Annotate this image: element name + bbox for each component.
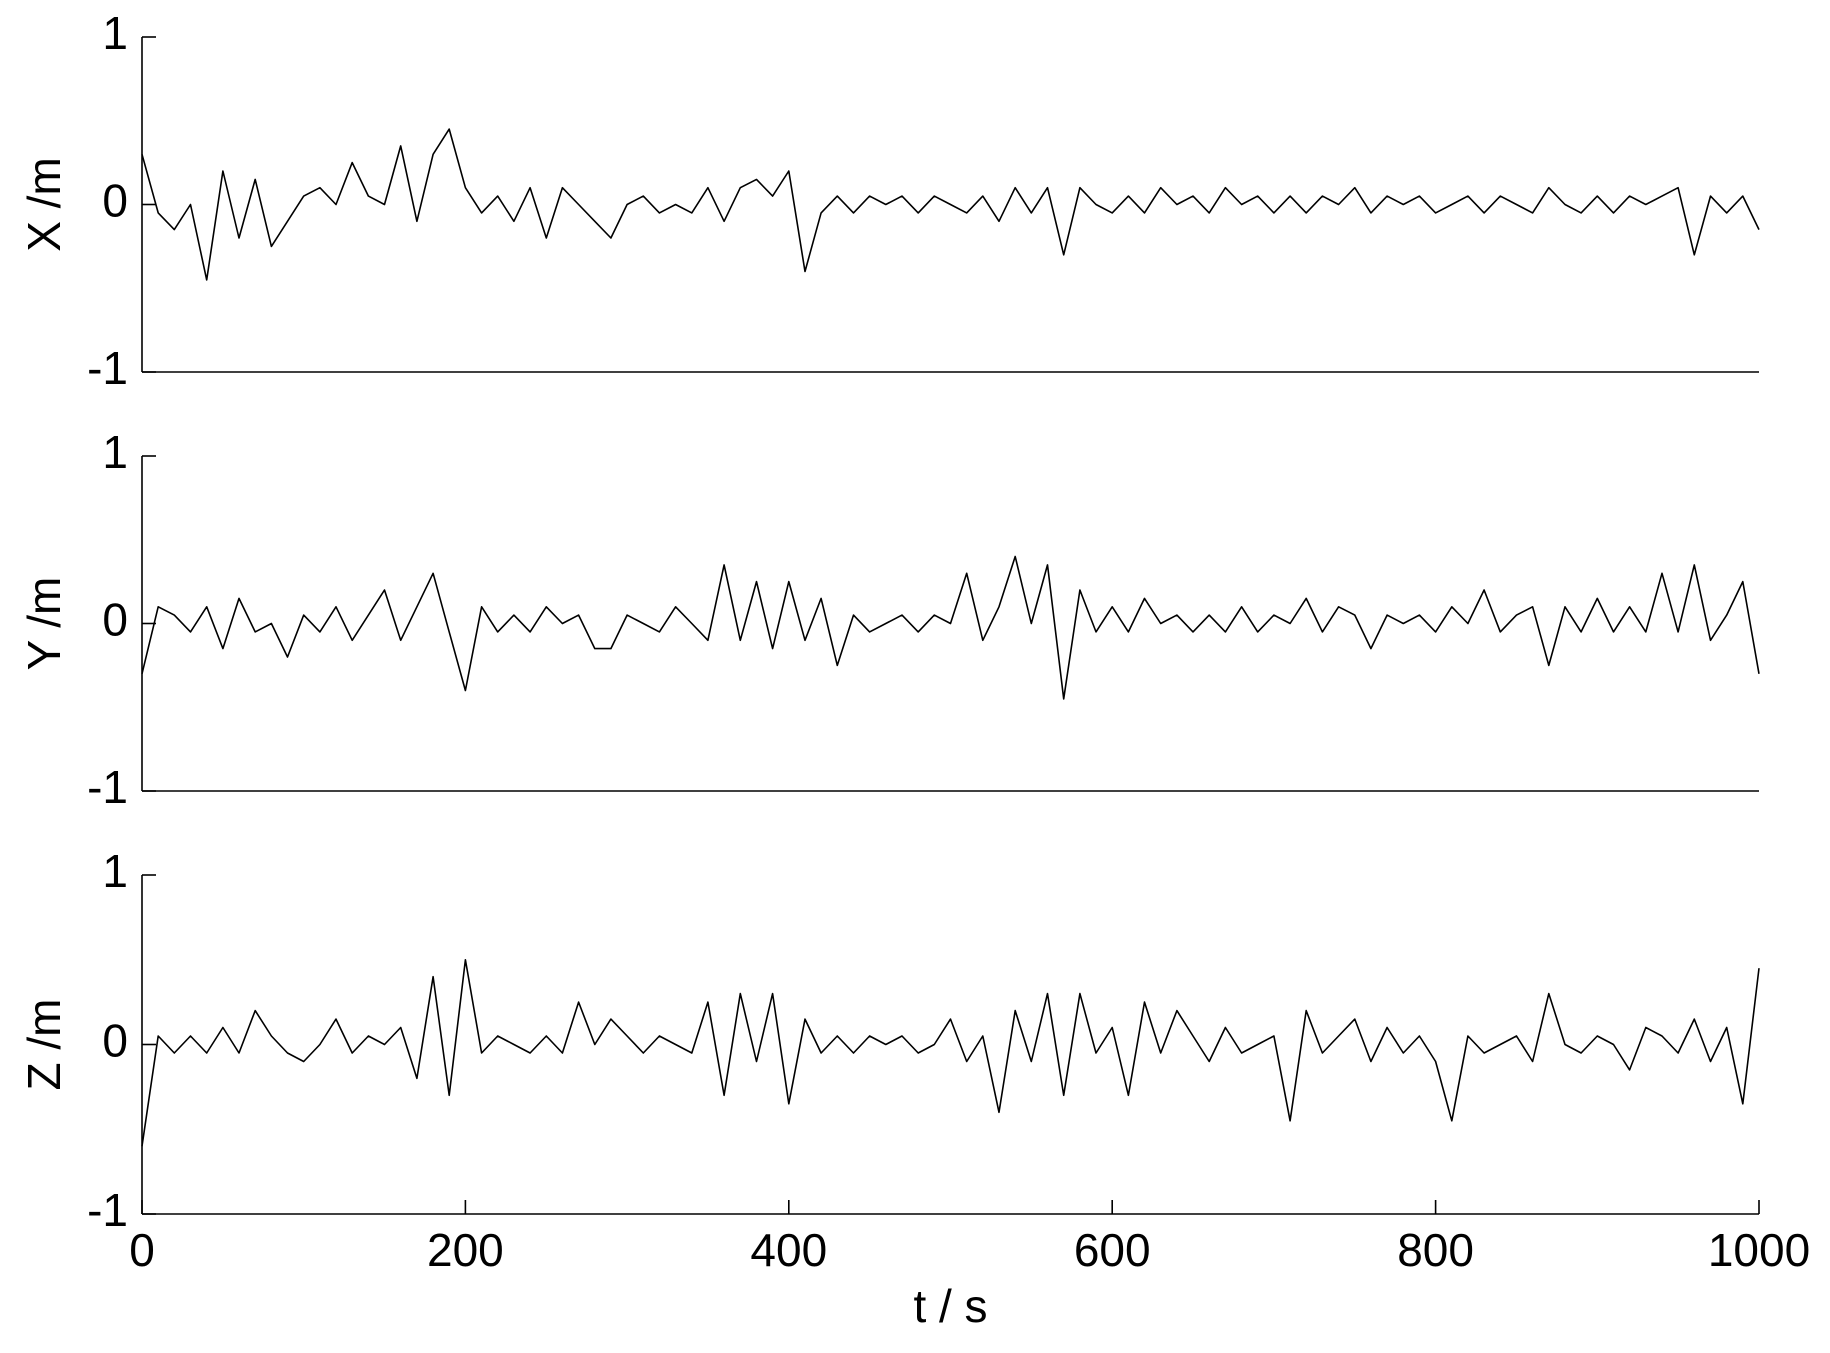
y-tick-label: 1 xyxy=(102,7,128,59)
x-tick-label: 600 xyxy=(1074,1224,1151,1276)
data-line xyxy=(141,128,1760,281)
y-tick-label: -1 xyxy=(87,342,128,394)
data-line xyxy=(141,959,1760,1147)
y-tick-label: 0 xyxy=(102,175,128,227)
y-tick-label: 1 xyxy=(102,845,128,897)
y-axis-label: Z /m xyxy=(18,999,70,1091)
y-tick-label: -1 xyxy=(87,1184,128,1236)
y-tick-label: 0 xyxy=(102,1015,128,1067)
x-tick-label: 1000 xyxy=(1708,1224,1810,1276)
x-tick-label: 800 xyxy=(1397,1224,1474,1276)
x-tick-label: 200 xyxy=(427,1224,504,1276)
x-tick-label: 0 xyxy=(129,1224,155,1276)
y-tick-label: 1 xyxy=(102,426,128,478)
x-tick-label: 400 xyxy=(750,1224,827,1276)
x-axis-label: t / s xyxy=(913,1280,987,1332)
y-axis-label: X /m xyxy=(18,157,70,252)
y-axis-label: Y /m xyxy=(18,577,70,671)
data-line xyxy=(141,555,1760,700)
y-tick-label: 0 xyxy=(102,594,128,646)
y-tick-label: -1 xyxy=(87,761,128,813)
